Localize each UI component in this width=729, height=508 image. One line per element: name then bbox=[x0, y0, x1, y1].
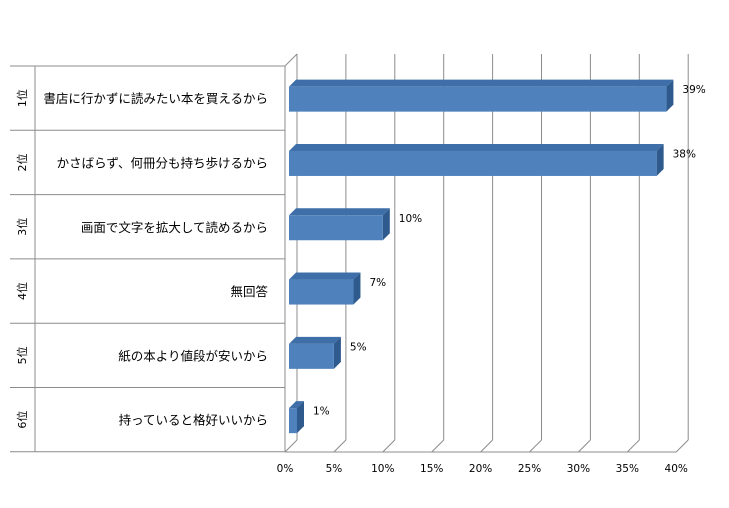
data-label: 38% bbox=[673, 148, 696, 160]
category-label: 書店に行かずに読みたい本を買えるから bbox=[43, 91, 268, 106]
data-label: 7% bbox=[369, 277, 386, 289]
x-tick-label: 20% bbox=[469, 463, 492, 475]
floor-gridline-15 bbox=[431, 439, 445, 453]
bar-side bbox=[333, 336, 341, 369]
data-label: 39% bbox=[682, 84, 705, 96]
rank-label: 2位 bbox=[15, 153, 29, 171]
bar-side bbox=[656, 143, 664, 176]
bar bbox=[289, 408, 297, 434]
floor-gridline-10 bbox=[382, 439, 396, 453]
data-label: 1% bbox=[313, 406, 330, 418]
data-label: 5% bbox=[350, 341, 367, 353]
bar bbox=[289, 86, 667, 112]
bars bbox=[289, 79, 674, 434]
floor-gridline-35 bbox=[626, 439, 640, 453]
rank-label: 1位 bbox=[15, 89, 29, 107]
x-tick-label: 40% bbox=[665, 463, 688, 475]
axes bbox=[10, 65, 677, 453]
x-tick-label: 5% bbox=[326, 463, 343, 475]
category-label: 持っていると格好いいから bbox=[119, 413, 268, 428]
category-label: 画面で文字を拡大して読めるから bbox=[81, 220, 268, 235]
floor-gridline-0 bbox=[284, 439, 298, 453]
gridlines bbox=[284, 53, 689, 453]
bar bbox=[289, 215, 383, 241]
bar-top bbox=[289, 336, 341, 344]
rank-label: 4位 bbox=[15, 282, 29, 300]
x-tick-label: 10% bbox=[371, 463, 394, 475]
x-tick-label: 0% bbox=[277, 463, 294, 475]
category-label: かさばらず、何冊分も持ち歩けるから bbox=[57, 155, 268, 170]
floor-gridline-20 bbox=[480, 439, 493, 453]
bar bbox=[289, 279, 354, 305]
x-tick-label: 25% bbox=[518, 463, 541, 475]
bar-side bbox=[382, 208, 390, 241]
bar-top bbox=[289, 143, 664, 151]
bar-top bbox=[289, 79, 674, 87]
floor-gridline-25 bbox=[529, 439, 542, 453]
category-label: 紙の本より値段が安いから bbox=[118, 348, 268, 363]
x-tick-label: 35% bbox=[616, 463, 639, 475]
bar bbox=[289, 343, 334, 369]
bar-top bbox=[289, 272, 361, 280]
bar-top bbox=[289, 401, 304, 409]
rank-label: 3位 bbox=[15, 218, 29, 236]
x-tick-label: 15% bbox=[420, 463, 443, 475]
bar-side bbox=[297, 401, 304, 434]
rank-label: 5位 bbox=[15, 346, 29, 364]
wall-top-edge bbox=[284, 53, 298, 67]
data-label: 10% bbox=[399, 213, 422, 225]
bar-top bbox=[289, 208, 390, 216]
bar bbox=[289, 150, 657, 176]
bar-side bbox=[666, 79, 674, 112]
category-label: 無回答 bbox=[230, 284, 268, 299]
rank-label: 6位 bbox=[15, 411, 29, 429]
bar-side bbox=[353, 272, 361, 305]
floor-gridline-30 bbox=[578, 439, 591, 453]
floor-gridline-40 bbox=[675, 439, 689, 453]
x-tick-label: 30% bbox=[567, 463, 590, 475]
floor-gridline-5 bbox=[333, 439, 347, 453]
labels: 0% 5% 10% 15% 20% 25% 30% 35% 40% 39% 書店に行かずに読みたい本… bbox=[15, 84, 706, 475]
